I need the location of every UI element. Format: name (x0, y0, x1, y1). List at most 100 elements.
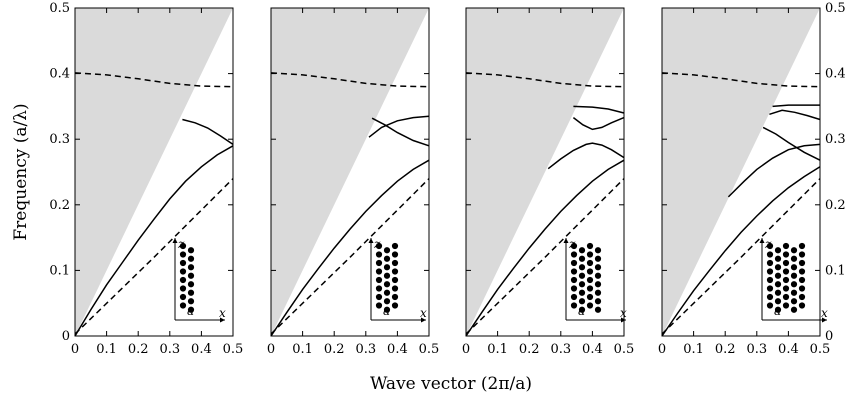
lattice-hole (790, 247, 798, 254)
lattice-hole (187, 272, 195, 279)
inset-x-label: x (219, 306, 226, 320)
light-cone-region (662, 8, 820, 336)
inset-lattice: zxa (368, 237, 427, 323)
inset-z-arrowhead (172, 238, 178, 243)
inset-x-label: x (620, 306, 627, 320)
lattice-hole (586, 242, 594, 250)
series-line-3 (270, 159, 430, 337)
series-line-1 (661, 72, 821, 88)
series-line-1 (270, 72, 430, 88)
x-tick-label: 0 (71, 342, 79, 357)
x-tick-label: 0.1 (487, 342, 508, 357)
x-tick-label: 0.5 (419, 342, 440, 357)
series-line-4 (368, 115, 430, 138)
lattice-hole (766, 268, 774, 275)
lattice-hole (391, 285, 399, 292)
lattice-hole (391, 259, 399, 267)
lattice-hole (594, 289, 602, 296)
lattice-hole (383, 289, 391, 296)
lattice-hole (774, 306, 782, 313)
lattice-hole (375, 268, 383, 275)
panels-group: 00.10.20.30.40.500.10.20.30.40.5zxa00.10… (49, 1, 845, 357)
lattice-hole (798, 276, 806, 284)
lattice-hole (578, 264, 586, 271)
lattice-hole (383, 264, 391, 271)
x-tick-label: 0.1 (96, 342, 117, 357)
lattice-hole (570, 242, 578, 250)
lattice-hole (774, 264, 782, 271)
lattice-hole (790, 289, 798, 296)
inset-x-arrowhead (220, 317, 225, 323)
lattice-hole (578, 272, 586, 279)
series-line-2 (74, 178, 234, 335)
lattice-hole (375, 285, 383, 292)
series-line-2 (465, 178, 625, 335)
lattice-hole (790, 306, 798, 313)
inset-lattice: zxa (759, 237, 828, 323)
lattice-hole (766, 242, 774, 250)
lattice-hole (179, 285, 187, 292)
x-tick-label: 0.2 (324, 342, 345, 357)
x-tick-label: 0.2 (519, 342, 540, 357)
inset-z-arrowhead (759, 238, 765, 243)
lattice-hole (790, 255, 798, 262)
light-cone-region (75, 8, 233, 336)
lattice-hole (391, 293, 399, 301)
lattice-hole (798, 251, 806, 258)
lattice-hole (375, 293, 383, 301)
lattice-hole (586, 251, 594, 258)
lattice-hole (187, 247, 195, 254)
lattice-hole (798, 285, 806, 292)
lattice-hole (375, 242, 383, 250)
lattice-hole (391, 251, 399, 258)
lattice-hole (782, 242, 790, 250)
lattice-hole (594, 272, 602, 279)
lattice-hole (375, 259, 383, 267)
inset-x-label: x (420, 306, 427, 320)
lattice-hole (774, 247, 782, 254)
panel-2: 0 0.1 0.2 0.3 0.4 0.5 zxa (267, 7, 440, 357)
lattice-hole (383, 272, 391, 279)
lattice-hole (578, 281, 586, 288)
lattice-hole (391, 302, 399, 309)
x-tick-label: 0 (462, 342, 470, 357)
series-line-5 (572, 116, 625, 131)
series-line-4 (547, 142, 625, 170)
lattice-hole (187, 298, 195, 305)
lattice-hole (187, 289, 195, 296)
panel-3: 0 0.1 0.2 0.3 0.4 0.5 zxa (462, 7, 634, 357)
lattice-hole (375, 302, 383, 309)
series-line-3 (74, 145, 234, 337)
lattice-hole (179, 251, 187, 258)
y-tick-label-left: 0.3 (49, 132, 70, 147)
series-line-6 (769, 109, 821, 121)
lattice-hole (790, 272, 798, 279)
series-line-4 (727, 143, 821, 198)
lattice-hole (586, 293, 594, 301)
inset-lattice: zxa (172, 237, 226, 323)
lattice-hole (782, 302, 790, 309)
lattice-hole (391, 276, 399, 284)
x-tick-label: 0.5 (810, 342, 831, 357)
inset-x-label: x (821, 306, 828, 320)
x-tick-label: 0.5 (223, 342, 244, 357)
lattice-hole (187, 281, 195, 288)
lattice-hole (766, 251, 774, 258)
lattice-hole (766, 293, 774, 301)
lattice-hole (790, 298, 798, 305)
lattice-hole (570, 268, 578, 275)
lattice-hole (766, 285, 774, 292)
lattice-hole (766, 259, 774, 267)
lattice-hole (570, 302, 578, 309)
y-tick-label-left: 0.1 (49, 263, 70, 278)
lattice-hole (179, 242, 187, 250)
x-tick-label: 0.4 (191, 342, 212, 357)
lattice-hole (383, 255, 391, 262)
lattice-hole (586, 259, 594, 267)
lattice-hole (774, 272, 782, 279)
lattice-hole (391, 268, 399, 275)
lattice-hole (570, 293, 578, 301)
y-tick-label-left: 0.2 (49, 198, 70, 213)
lattice-hole (798, 242, 806, 250)
